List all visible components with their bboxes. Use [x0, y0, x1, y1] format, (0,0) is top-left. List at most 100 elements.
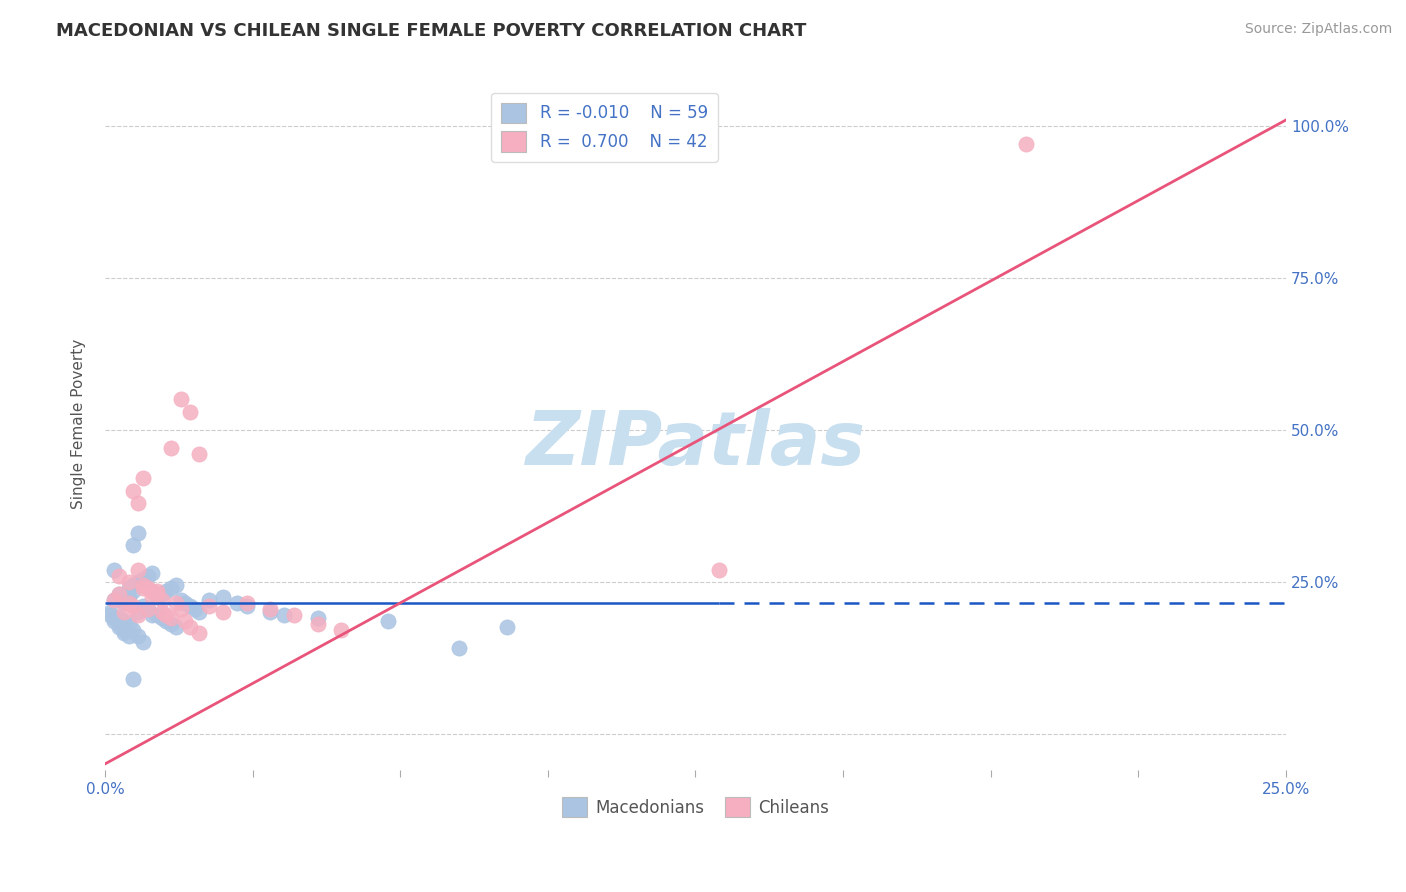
Point: [141, 590, 163, 604]
Point: [179, 620, 201, 634]
Point: [122, 538, 145, 552]
Point: [141, 608, 163, 623]
Point: [132, 635, 155, 649]
Point: [108, 620, 131, 634]
Point: [198, 599, 221, 613]
Point: [108, 611, 131, 625]
Point: [150, 587, 173, 601]
Point: [146, 590, 169, 604]
Point: [165, 596, 187, 610]
Point: [103, 562, 125, 576]
Point: [112, 605, 135, 619]
Point: [169, 602, 191, 616]
Point: [212, 605, 235, 619]
Point: [132, 471, 155, 485]
Point: [160, 441, 183, 455]
Point: [122, 624, 145, 638]
Point: [377, 614, 399, 628]
Point: [1015, 137, 1038, 152]
Point: [307, 611, 329, 625]
Point: [127, 496, 149, 510]
Point: [108, 568, 131, 582]
Point: [160, 611, 183, 625]
Point: [141, 566, 163, 580]
Point: [117, 581, 139, 595]
Point: [112, 626, 135, 640]
Text: MACEDONIAN VS CHILEAN SINGLE FEMALE POVERTY CORRELATION CHART: MACEDONIAN VS CHILEAN SINGLE FEMALE POVE…: [56, 22, 807, 40]
Point: [132, 599, 155, 613]
Point: [132, 572, 155, 586]
Point: [136, 602, 159, 616]
Point: [330, 624, 353, 638]
Point: [103, 593, 125, 607]
Point: [122, 599, 145, 613]
Point: [235, 599, 257, 613]
Point: [122, 483, 145, 498]
Point: [146, 608, 169, 623]
Point: [122, 583, 145, 598]
Point: [132, 581, 155, 595]
Point: [127, 562, 149, 576]
Text: Source: ZipAtlas.com: Source: ZipAtlas.com: [1244, 22, 1392, 37]
Point: [283, 608, 305, 623]
Point: [141, 583, 163, 598]
Point: [117, 617, 139, 632]
Point: [169, 593, 191, 607]
Point: [259, 602, 281, 616]
Point: [112, 596, 135, 610]
Point: [188, 626, 211, 640]
Point: [160, 581, 183, 595]
Point: [103, 611, 125, 625]
Point: [136, 568, 159, 582]
Point: [179, 404, 201, 418]
Point: [122, 672, 145, 686]
Point: [136, 602, 159, 616]
Point: [127, 629, 149, 643]
Point: [117, 574, 139, 589]
Point: [117, 629, 139, 643]
Point: [273, 608, 295, 623]
Point: [307, 617, 329, 632]
Point: [198, 593, 221, 607]
Point: [103, 593, 125, 607]
Point: [136, 581, 159, 595]
Point: [169, 392, 191, 407]
Legend: Macedonians, Chileans: Macedonians, Chileans: [555, 790, 835, 824]
Point: [127, 608, 149, 623]
Point: [165, 578, 187, 592]
Point: [226, 596, 249, 610]
Point: [117, 590, 139, 604]
Point: [155, 583, 177, 598]
Point: [146, 583, 169, 598]
Point: [112, 614, 135, 628]
Point: [103, 614, 125, 628]
Point: [179, 599, 201, 613]
Point: [112, 624, 135, 638]
Point: [127, 574, 149, 589]
Point: [707, 562, 730, 576]
Point: [449, 641, 471, 656]
Point: [108, 587, 131, 601]
Point: [184, 602, 207, 616]
Point: [212, 590, 235, 604]
Point: [235, 596, 257, 610]
Point: [117, 596, 139, 610]
Point: [174, 596, 197, 610]
Point: [150, 593, 173, 607]
Point: [98, 605, 121, 619]
Point: [259, 605, 281, 619]
Y-axis label: Single Female Poverty: Single Female Poverty: [72, 339, 86, 508]
Point: [174, 614, 197, 628]
Point: [160, 617, 183, 632]
Point: [146, 587, 169, 601]
Point: [132, 578, 155, 592]
Point: [188, 447, 211, 461]
Point: [155, 614, 177, 628]
Point: [98, 608, 121, 623]
Point: [165, 620, 187, 634]
Point: [127, 605, 149, 619]
Point: [155, 608, 177, 623]
Point: [127, 526, 149, 541]
Point: [188, 605, 211, 619]
Point: [108, 587, 131, 601]
